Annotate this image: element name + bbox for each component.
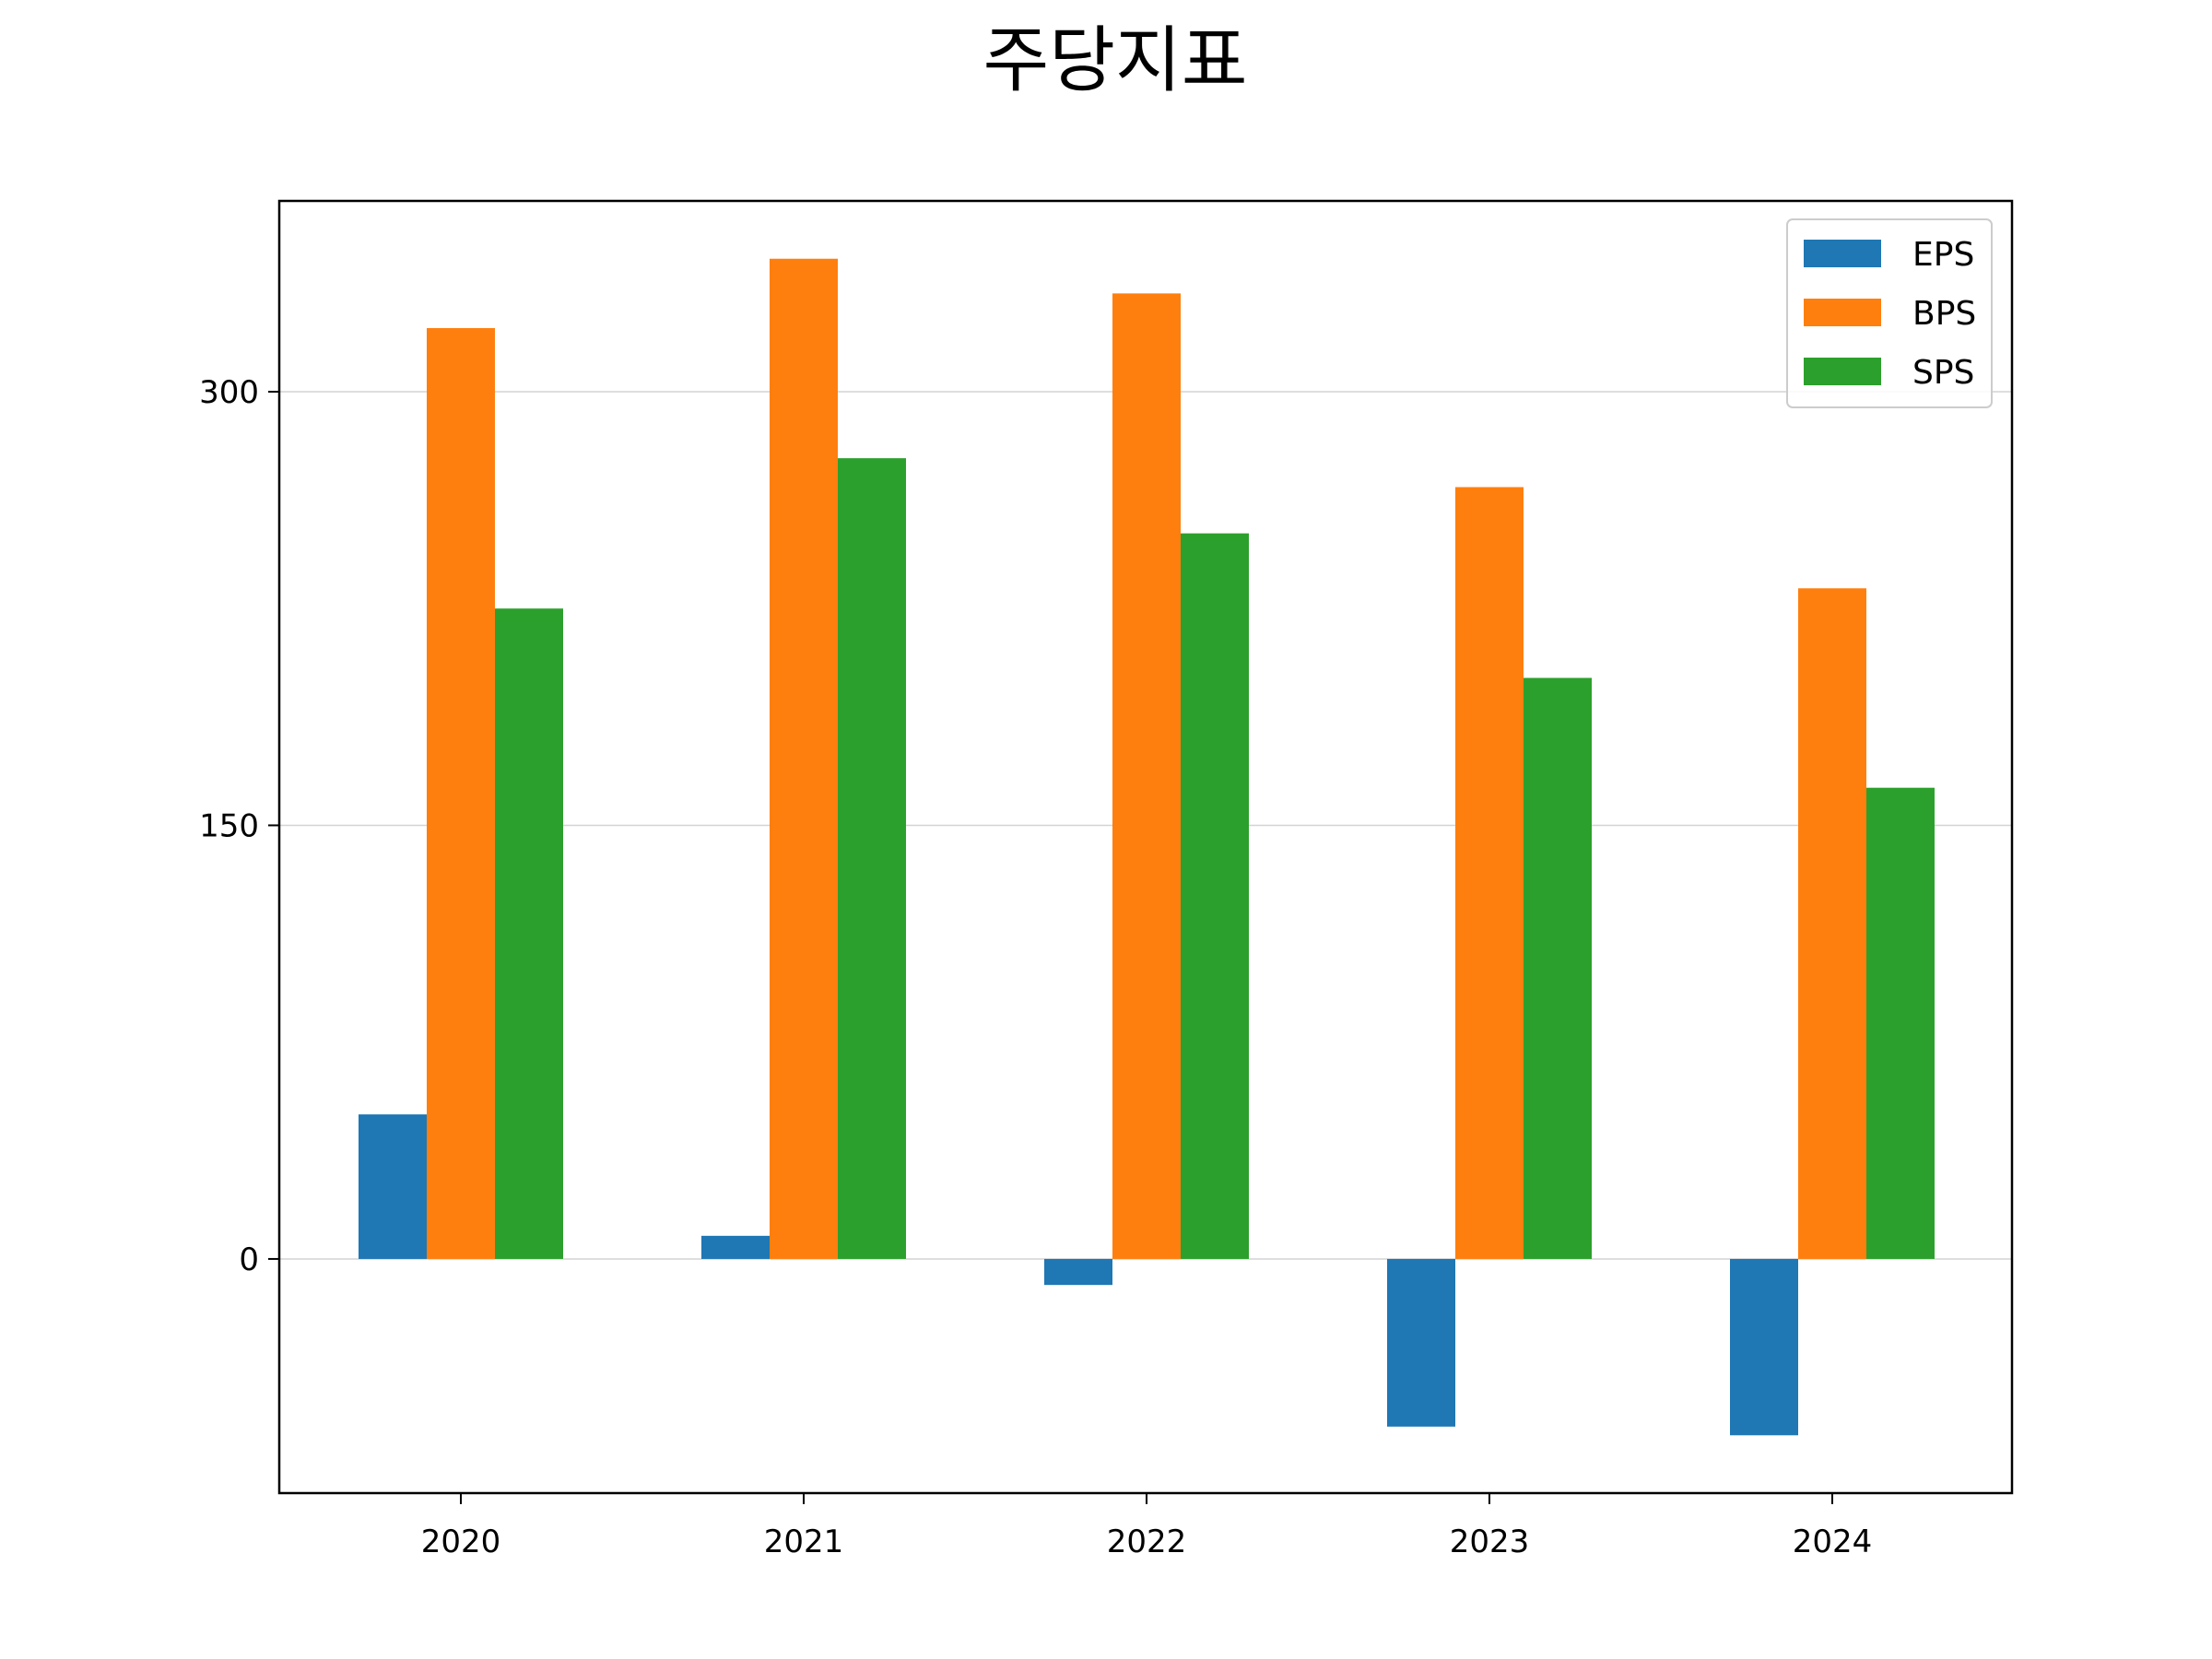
legend-swatch-eps	[1804, 240, 1881, 267]
x-tick-label: 2020	[421, 1524, 501, 1560]
legend-label-bps: BPS	[1912, 295, 1976, 333]
chart-title: 주당지표	[982, 19, 1247, 102]
y-tick-label: 0	[239, 1241, 259, 1278]
bar-bps	[1798, 588, 1866, 1259]
bar-sps	[838, 458, 906, 1259]
legend-label-sps: SPS	[1912, 354, 1974, 392]
bar-eps	[359, 1114, 427, 1259]
x-tick-label: 2024	[1793, 1524, 1873, 1560]
y-tick-label: 300	[199, 374, 259, 411]
bar-bps	[770, 258, 838, 1259]
bar-eps	[1730, 1258, 1798, 1436]
bar-eps	[1044, 1258, 1112, 1286]
bar-eps	[701, 1235, 770, 1259]
x-tick-label: 2021	[764, 1524, 844, 1560]
y-tick-label: 150	[199, 807, 259, 844]
bar-bps	[427, 328, 495, 1259]
bar-eps	[1387, 1258, 1455, 1427]
bar-sps	[1181, 533, 1249, 1259]
bar-bps	[1455, 487, 1524, 1259]
legend-swatch-bps	[1804, 299, 1881, 326]
legend-swatch-sps	[1804, 358, 1881, 385]
bars	[359, 258, 1935, 1436]
bar-bps	[1112, 293, 1181, 1259]
bar-sps	[495, 608, 563, 1259]
legend-label-eps: EPS	[1912, 236, 1974, 274]
x-tick-label: 2022	[1107, 1524, 1187, 1560]
bar-sps	[1866, 787, 1935, 1259]
axis-ticks: 0 150 300 2020 2021 2022 2023 2024	[199, 374, 1872, 1560]
x-tick-label: 2023	[1450, 1524, 1530, 1560]
bar-sps	[1524, 677, 1592, 1259]
legend: EPS BPS SPS	[1786, 218, 1993, 408]
